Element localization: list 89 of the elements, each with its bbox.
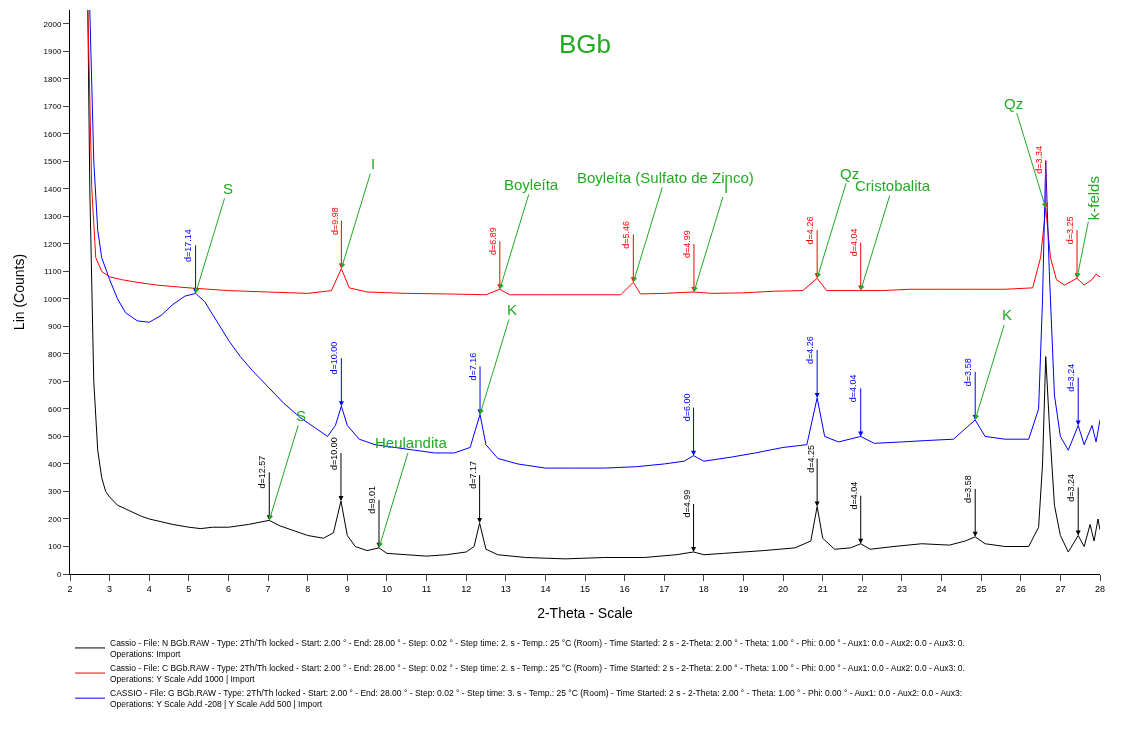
annotation: d=3.25 (1064, 216, 1075, 245)
y-tick-label: 0 (56, 569, 62, 579)
y-tick-label: 1200 (43, 239, 62, 249)
x-tick-label: 11 (421, 583, 432, 594)
legend-label: Cassio - File: C BGb.RAW - Type: 2Th/Th locked - Start: 2.00 ° - End: 28.00 ° - Step: 0.02 ° - Step time: 2. s - Temp.: 25 °C (Room) - Time Started: 2 s - 2-Theta: 2.00 ° - Theta: 1.00 ° - Phi: 0.00 ° - Aux1: 0.0 - Aux2: 0.0 - Aux3: 0. Operations: Y Scale Add 1000 | Import (110, 662, 965, 684)
y-tick-label: 2000 (43, 19, 62, 29)
x-tick-label: 5 (186, 583, 192, 594)
x-tick-label: 19 (738, 583, 749, 594)
annotation: d=6.00 (681, 393, 692, 422)
y-tick-label: 1600 (43, 129, 62, 139)
annotation: d=4.25 (805, 444, 816, 473)
x-tick-label: 6 (225, 583, 231, 594)
annotation: d=12.57 (256, 455, 267, 489)
y-tick-label: 300 (48, 487, 62, 497)
y-axis-title: Lin (Counts) (11, 253, 28, 331)
y-tick-label: 900 (48, 322, 62, 332)
x-tick-label: 8 (305, 583, 311, 594)
y-tick-label: 700 (48, 377, 62, 387)
annotation: d=4.04 (848, 374, 859, 403)
y-tick-label: 200 (48, 514, 62, 524)
annotation: d=4.04 (848, 481, 859, 510)
annotation: d=4.99 (681, 489, 692, 518)
x-tick-label: 23 (896, 583, 907, 594)
annotation: Qz (1004, 95, 1024, 112)
annotation: Heulandita (375, 434, 448, 451)
y-tick-label: 1700 (43, 102, 62, 112)
x-axis-title: 2-Theta - Scale (537, 605, 634, 622)
annotation: d=4.99 (681, 230, 692, 258)
annotation: d=4.26 (805, 336, 816, 365)
annotation: S (223, 180, 234, 197)
x-tick-label: 27 (1055, 583, 1066, 594)
x-tick-label: 7 (265, 583, 271, 594)
annotation: d=7.16 (467, 352, 478, 381)
annotation: Boyleíta (504, 176, 559, 193)
annotation: K (507, 301, 518, 318)
x-tick-label: 2 (67, 583, 73, 594)
y-tick-label: 1000 (43, 294, 62, 304)
x-tick-label: 25 (976, 583, 987, 594)
annotation: d=9.01 (367, 486, 378, 514)
annotation: d=10.00 (328, 437, 339, 471)
annotation: k-felds (1084, 176, 1102, 221)
x-tick-label: 26 (1015, 583, 1026, 594)
x-tick-label: 18 (698, 583, 709, 594)
x-tick-label: 3 (107, 583, 113, 594)
annotation: d=3.24 (1065, 473, 1076, 502)
y-tick-label: 600 (48, 404, 62, 414)
annotation: d=3.24 (1065, 363, 1076, 392)
y-tick-label: 1400 (43, 184, 62, 194)
annotation: d=6.89 (487, 227, 498, 256)
x-tick-label: 21 (817, 583, 828, 594)
annotation: I (371, 155, 376, 172)
annotation: d=3.58 (963, 358, 974, 387)
y-tick-label: 1100 (44, 267, 62, 277)
y-tick-label: 1800 (43, 74, 62, 84)
x-tick-label: 16 (619, 583, 630, 594)
x-tick-label: 4 (146, 583, 152, 594)
x-tick-label: 28 (1094, 583, 1106, 594)
x-tick-label: 12 (461, 583, 472, 594)
legend-label: Cassio - File: N BGb.RAW - Type: 2Th/Th locked - Start: 2.00 ° - End: 28.00 ° - Step: 0.02 ° - Step time: 2. s - Temp.: 25 °C (Room) - Time Started: 2 s - 2-Theta: 2.00 ° - Theta: 1.00 ° - Phi: 0.00 ° - Aux1: 0.0 - Aux2: 0.0 - Aux3: 0. Operations: Import (110, 637, 965, 659)
legend-label: CASSIO - File: G BGb.RAW - Type: 2Th/Th locked - Start: 2.00 ° - End: 28.00 ° - Step: 0.02 ° - Step time: 3. s - Temp.: 25 °C (Room) - Time Started: 2 s - 2-Theta: 2.00 ° - Theta: 1.00 ° - Phi: 0.00 ° - Aux1: 0.0 - Aux2: 0.0 - Aux3: Operations: Y Scale Add -208 | Y Scale Add 500 | Import (110, 687, 963, 709)
x-tick-label: 9 (344, 583, 350, 594)
x-tick-label: 15 (579, 583, 591, 594)
x-tick-label: 13 (500, 583, 511, 594)
x-tick-label: 22 (857, 583, 868, 594)
annotation: d=10.00 (329, 341, 340, 375)
annotation: d=17.14 (183, 229, 194, 262)
x-tick-label: 20 (778, 583, 789, 594)
y-tick-label: 400 (48, 459, 62, 469)
annotation: Boyleíta (Sulfato de Zinco) (577, 169, 754, 186)
annotation: d=7.17 (467, 460, 478, 489)
y-tick-label: 500 (48, 432, 62, 442)
annotation: d=9.98 (329, 207, 340, 235)
annotation: d=3.34 (1033, 146, 1044, 174)
x-tick-label: 14 (540, 583, 551, 594)
x-tick-label: 10 (381, 583, 392, 594)
y-tick-label: 1500 (43, 157, 62, 167)
line-series (87, 10, 1100, 296)
y-tick-label: 100 (48, 542, 62, 552)
annotation: d=4.04 (849, 228, 860, 257)
y-tick-label: 1900 (43, 47, 62, 57)
annotation: d=3.58 (963, 475, 974, 504)
x-tick-label: 17 (659, 583, 670, 594)
annotation: d=5.46 (620, 220, 631, 249)
annotation: d=4.26 (804, 216, 815, 245)
y-tick-label: 800 (48, 349, 62, 359)
x-tick-label: 24 (936, 583, 947, 594)
text: BGb (559, 29, 612, 59)
y-tick-label: 1300 (43, 212, 62, 222)
annotation: K (1002, 306, 1013, 323)
